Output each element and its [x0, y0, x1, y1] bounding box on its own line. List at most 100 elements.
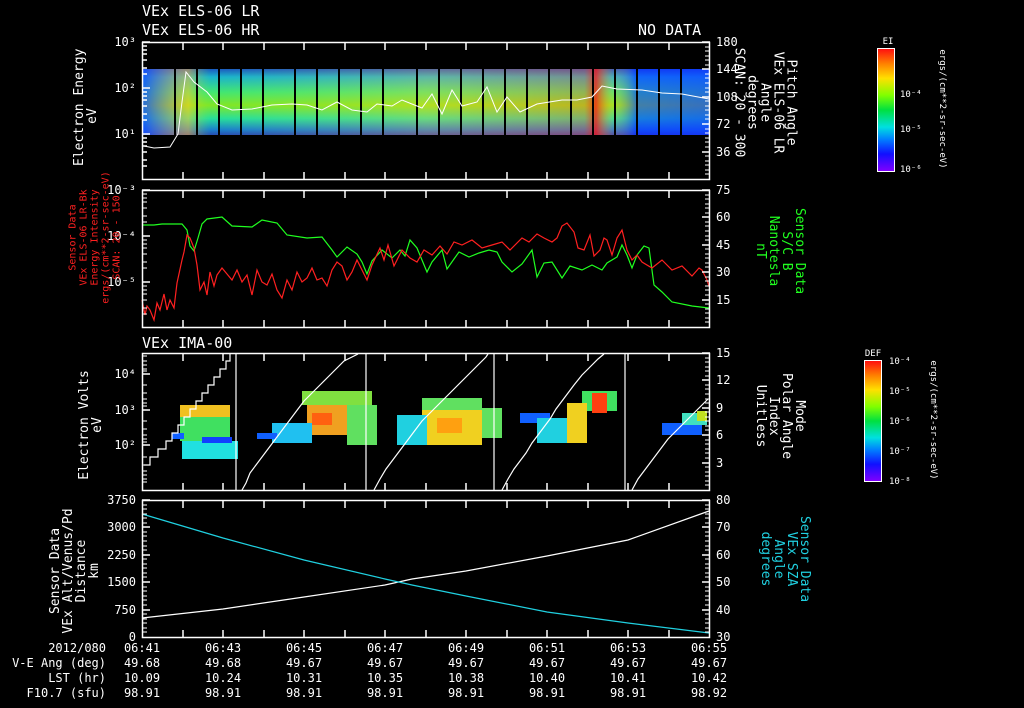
footer-f107-0: 98.91	[123, 686, 161, 700]
footer-lst-6: 10.41	[609, 671, 647, 685]
alt-sza-plot	[141, 499, 711, 639]
ima-ytick-1e4: 10⁴	[114, 367, 136, 381]
footer-time-2: 06:45	[285, 641, 323, 655]
ima-right-axis-label: Mode Polar Angle Index Unitless	[730, 373, 830, 459]
ima-colorbar-tick-5: 10⁻⁸	[889, 477, 911, 487]
bk-left-label-line5: SCAN: 20 - 150	[111, 195, 123, 280]
footer-lst-7: 10.42	[690, 671, 728, 685]
footer-lst-2: 10.31	[285, 671, 323, 685]
alt-ytick-3000: 3000	[107, 520, 136, 534]
bk-y2tick-60: 60	[716, 210, 731, 224]
els-right-axis-label: Pitch Angle VEx ELS-06 LR Angle degrees …	[690, 48, 840, 158]
ima-ytick-1e3: 10³	[114, 403, 136, 417]
els-colorbar-unit: ergs/(cm**2-sr-sec-eV)	[877, 49, 1007, 168]
bk-left-label-line1: Sensor Data	[67, 204, 79, 271]
bk-ytick-1e-5: 10⁻⁵	[107, 275, 136, 289]
ima-colorbar-title: DEF	[864, 349, 882, 359]
ima-right-label-line4: Unitless	[753, 384, 768, 448]
els-y2tick-36: 36	[716, 145, 731, 159]
footer-f107-2: 98.91	[285, 686, 323, 700]
els-spectrogram-plot	[141, 41, 711, 181]
ima-y2tick-12: 12	[716, 373, 731, 387]
footer-time-4: 06:49	[447, 641, 485, 655]
footer-veang-4: 49.67	[447, 656, 485, 670]
sza-right-label-line3: Angle	[771, 539, 786, 579]
alt-ytick-750: 750	[114, 603, 136, 617]
footer-label-lst: LST (hr)	[48, 671, 106, 685]
els-spectrogram-panel	[141, 41, 711, 181]
els-colorbar	[877, 48, 895, 172]
bk-mag-panel	[141, 189, 711, 329]
ima-y2tick-6: 6	[716, 428, 724, 442]
alt-ytick-1500: 1500	[107, 575, 136, 589]
els-y2tick-144: 144	[716, 62, 738, 76]
footer-label-ve-ang: V-E Ang (deg)	[12, 656, 106, 670]
els-ytick-1e2: 10²	[114, 81, 136, 95]
bk-ytick-1e-4: 10⁻⁴	[107, 229, 136, 243]
footer-veang-3: 49.67	[366, 656, 404, 670]
ima-right-label-line2: Polar Angle	[779, 372, 794, 460]
sza-y2tick-80: 80	[716, 493, 731, 507]
footer-veang-7: 49.67	[690, 656, 728, 670]
alt-ytick-3750: 3750	[107, 493, 136, 507]
ima-y2tick-9: 9	[716, 401, 724, 415]
ima-ytick-1e2: 10²	[114, 438, 136, 452]
sza-right-axis-label: Sensor Data VEx SZA Angle degrees	[730, 516, 840, 602]
footer-veang-5: 49.67	[528, 656, 566, 670]
footer-f107-3: 98.91	[366, 686, 404, 700]
els-y2tick-72: 72	[716, 117, 731, 131]
sza-right-label-line1: Sensor Data	[797, 515, 812, 603]
ima-colorbar-unit-text: ergs/(cm**2-sr-sec-eV)	[928, 360, 938, 480]
els-right-label-line1: Pitch Angle	[783, 59, 799, 146]
els-y2tick-180: 180	[716, 35, 738, 49]
bk-left-label-line2: VEx ELS-06 LR-Bk	[78, 189, 90, 286]
sza-y2tick-70: 70	[716, 520, 731, 534]
bk-y2tick-75: 75	[716, 183, 731, 197]
ima-colorbar	[864, 360, 882, 482]
no-data-label: NO DATA	[638, 21, 702, 39]
footer-veang-1: 49.68	[204, 656, 242, 670]
sza-right-label-line4: degrees	[758, 531, 773, 587]
els-right-label-line4: degrees	[744, 75, 760, 130]
header-title-hr: VEx ELS-06 HR	[142, 21, 260, 39]
els-colorbar-tick-2: 10⁻⁵	[900, 125, 922, 135]
alt-left-axis-label: Sensor Data VEx Alt/Venus/Pd Distance km	[10, 508, 140, 633]
bk-y2tick-30: 30	[716, 265, 731, 279]
els-colorbar-tick-3: 10⁻⁶	[900, 165, 922, 175]
ima-left-axis-label: Electron Volts eV	[36, 370, 146, 480]
footer-lst-3: 10.35	[366, 671, 404, 685]
footer-time-3: 06:47	[366, 641, 404, 655]
bk-left-axis-label: Sensor Data VEx ELS-06 LR-Bk Energy Inte…	[15, 171, 175, 303]
footer-label-f107: F10.7 (sfu)	[26, 686, 106, 700]
footer-label-date: 2012/080	[48, 641, 106, 655]
ima-colorbar-tick-4: 10⁻⁷	[889, 447, 911, 457]
alt-ytick-0: 0	[128, 630, 136, 644]
footer-f107-7: 98.92	[690, 686, 728, 700]
footer-time-7: 06:55	[690, 641, 728, 655]
bk-left-label-line3: Energy Intensity	[89, 189, 101, 286]
bk-mag-plot	[141, 189, 711, 329]
els-right-label-line3: Angle	[757, 82, 773, 123]
ima-colorbar-tick-1: 10⁻⁴	[889, 357, 911, 367]
footer-time-0: 06:41	[123, 641, 161, 655]
ima-colorbar-unit: ergs/(cm**2-sr-sec-eV)	[868, 360, 998, 479]
alt-left-label-line4: km	[87, 563, 102, 579]
alt-sza-panel	[141, 499, 711, 639]
bk-ytick-1e-3: 10⁻³	[107, 183, 136, 197]
ima-spectrogram-panel	[141, 352, 711, 492]
sza-y2tick-30: 30	[716, 630, 731, 644]
els-ytick-1e3: 10³	[114, 35, 136, 49]
sza-right-label-line2: VEx SZA	[784, 531, 799, 587]
ima-y2tick-15: 15	[716, 346, 731, 360]
els-colorbar-title: EI	[882, 37, 894, 47]
ima-colorbar-tick-2: 10⁻⁵	[889, 387, 911, 397]
ima-y2tick-3: 3	[716, 456, 724, 470]
footer-lst-1: 10.24	[204, 671, 242, 685]
ima-spectrogram-plot	[141, 352, 711, 492]
els-colorbar-unit-text: ergs/(cm**2-sr-sec-eV)	[937, 49, 947, 169]
sza-y2tick-60: 60	[716, 548, 731, 562]
ima-title: VEx IMA-00	[142, 334, 233, 352]
bk-y2tick-15: 15	[716, 293, 731, 307]
header-title-lr: VEx ELS-06 LR	[142, 2, 260, 20]
els-colorbar-tick-1: 10⁻⁴	[900, 90, 922, 100]
